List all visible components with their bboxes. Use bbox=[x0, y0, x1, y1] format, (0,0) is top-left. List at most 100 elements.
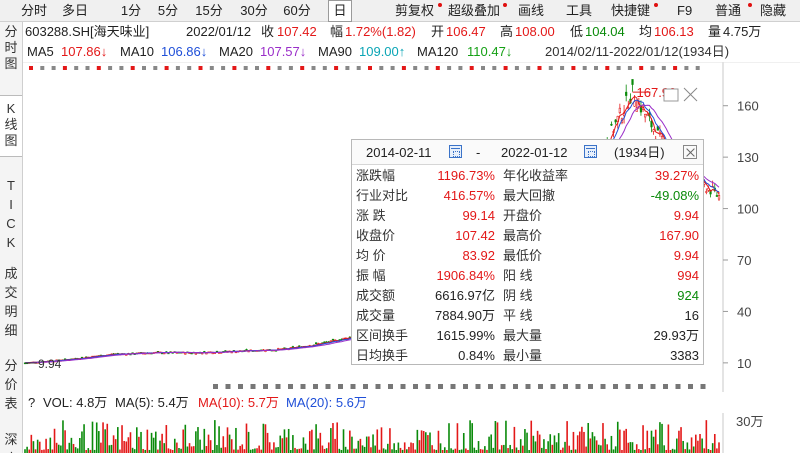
ma20-value: 107.57↓ bbox=[260, 44, 307, 59]
volume-bar bbox=[625, 428, 627, 453]
date-dash: - bbox=[476, 145, 481, 160]
nav-trade-detail[interactable]: 成交明细 bbox=[0, 262, 22, 342]
stat-label: 区间换手 bbox=[356, 328, 409, 343]
volume-bar bbox=[477, 441, 480, 453]
volume-bar bbox=[346, 449, 349, 453]
tab-5min[interactable]: 5分 bbox=[157, 3, 179, 18]
close-chart-icon[interactable] bbox=[683, 87, 698, 102]
volume-bar bbox=[205, 446, 208, 453]
volume-bar bbox=[266, 432, 269, 453]
tab-intraday[interactable]: 分时 bbox=[20, 3, 47, 18]
volume-bar bbox=[705, 420, 708, 453]
volume-bar bbox=[397, 442, 400, 453]
volume-bar bbox=[66, 449, 68, 453]
ma5-label: MA5 bbox=[27, 44, 54, 59]
nav-depth[interactable]: 深度 bbox=[0, 428, 22, 453]
volume-bar bbox=[566, 421, 568, 453]
rights-marker bbox=[356, 66, 361, 70]
tab-30min[interactable]: 30分 bbox=[240, 3, 268, 18]
volume-bar bbox=[448, 423, 450, 453]
stat-label: 行业对比 bbox=[356, 188, 409, 203]
volume-bar bbox=[154, 431, 157, 453]
tab-1min[interactable]: 1分 bbox=[120, 3, 142, 18]
volume-bar bbox=[287, 428, 290, 453]
volume-bar bbox=[465, 448, 467, 453]
volume-bar bbox=[659, 422, 661, 453]
top-toolbar: 分时 多日 1分 5分 15分 30分 60分 日 剪复权 超级叠加 画线 工具… bbox=[0, 0, 800, 22]
volume-bar bbox=[262, 423, 265, 453]
volume-bar bbox=[256, 448, 258, 453]
shortcut-key-button[interactable]: 快捷键 bbox=[611, 3, 651, 18]
avg-label: 均 bbox=[639, 24, 653, 39]
nav-intraday-chart[interactable]: 分时图 bbox=[0, 22, 22, 84]
maximize-chart-icon[interactable] bbox=[663, 88, 679, 102]
rights-marker bbox=[513, 384, 518, 389]
volume-bar bbox=[216, 445, 218, 453]
rights-marker bbox=[250, 384, 256, 389]
stat-label: 振 幅 bbox=[356, 268, 386, 283]
stat-row: 均 价 83.92 最低价 9.94 bbox=[352, 246, 703, 266]
nav-kline-chart[interactable]: K线图 bbox=[0, 95, 22, 157]
volume-bar bbox=[467, 449, 469, 453]
volume-bar bbox=[581, 426, 583, 453]
volume-bar bbox=[249, 449, 252, 453]
tab-60min[interactable]: 60分 bbox=[283, 3, 311, 18]
stat-row: 涨 跌 99.14 开盘价 9.94 bbox=[352, 206, 703, 226]
tools-button[interactable]: 工具 bbox=[566, 3, 593, 18]
volume-bar bbox=[633, 449, 636, 453]
volume-bar bbox=[543, 439, 545, 453]
rights-marker bbox=[661, 66, 666, 70]
volume-bar bbox=[678, 430, 680, 453]
volume-bar bbox=[488, 436, 490, 453]
nav-price-table[interactable]: 分价表 bbox=[0, 354, 22, 414]
volume-chart[interactable]: 30万 bbox=[23, 413, 800, 453]
rights-marker bbox=[481, 66, 485, 70]
end-date-field[interactable]: 2022-01-12 bbox=[501, 145, 568, 160]
volume-bar bbox=[602, 423, 604, 453]
stat-value: 7884.90万 bbox=[435, 308, 495, 323]
super-overlay-button[interactable]: 超级叠加 bbox=[448, 3, 501, 18]
volume-bar bbox=[254, 448, 256, 453]
volume-bar bbox=[144, 449, 147, 453]
rights-marker bbox=[311, 66, 316, 70]
draw-line-button[interactable]: 画线 bbox=[518, 3, 545, 18]
rights-marker bbox=[638, 384, 643, 389]
volume-bar bbox=[60, 445, 62, 453]
volume-bar bbox=[110, 444, 113, 453]
nav-tick[interactable]: TICK bbox=[0, 172, 22, 252]
tab-daily[interactable]: 日 bbox=[328, 0, 352, 22]
calendar-icon[interactable] bbox=[584, 145, 597, 158]
help-icon[interactable]: ? bbox=[28, 395, 36, 410]
volume-bar bbox=[123, 440, 125, 453]
start-date-field[interactable]: 2014-02-11 bbox=[366, 145, 432, 160]
volume-bar bbox=[53, 428, 56, 453]
rights-marker bbox=[650, 66, 655, 70]
normal-mode-button[interactable]: 普通 bbox=[715, 3, 742, 18]
volume-bar bbox=[638, 449, 640, 453]
volume-bar bbox=[498, 449, 501, 453]
rights-marker bbox=[526, 66, 531, 70]
f9-button[interactable]: F9 bbox=[677, 3, 693, 18]
tab-multi-day[interactable]: 多日 bbox=[61, 3, 88, 18]
volume-bar bbox=[30, 434, 33, 453]
volume-bar bbox=[235, 427, 237, 453]
rights-marker bbox=[438, 384, 443, 389]
chart-grid bbox=[23, 62, 800, 392]
volume-bar bbox=[330, 428, 332, 453]
volume-bar bbox=[142, 448, 144, 453]
volume-bar bbox=[260, 449, 263, 453]
volume-bar bbox=[218, 426, 220, 453]
tab-15min[interactable]: 15分 bbox=[195, 3, 223, 18]
adjust-price-button[interactable]: 剪复权 bbox=[395, 3, 435, 18]
rights-marker bbox=[401, 66, 406, 70]
calendar-icon[interactable] bbox=[449, 145, 462, 158]
volume-bar bbox=[344, 446, 347, 453]
volume-bar bbox=[669, 449, 672, 453]
volume-bar bbox=[427, 435, 429, 453]
volume-bar bbox=[302, 437, 305, 453]
stat-row: 区间换手 1615.99% 最大量 29.93万 bbox=[352, 326, 703, 346]
volume-bar bbox=[306, 449, 309, 453]
close-icon[interactable] bbox=[683, 145, 697, 159]
volume-bar bbox=[676, 438, 678, 453]
hide-button[interactable]: 隐藏 bbox=[760, 3, 787, 18]
